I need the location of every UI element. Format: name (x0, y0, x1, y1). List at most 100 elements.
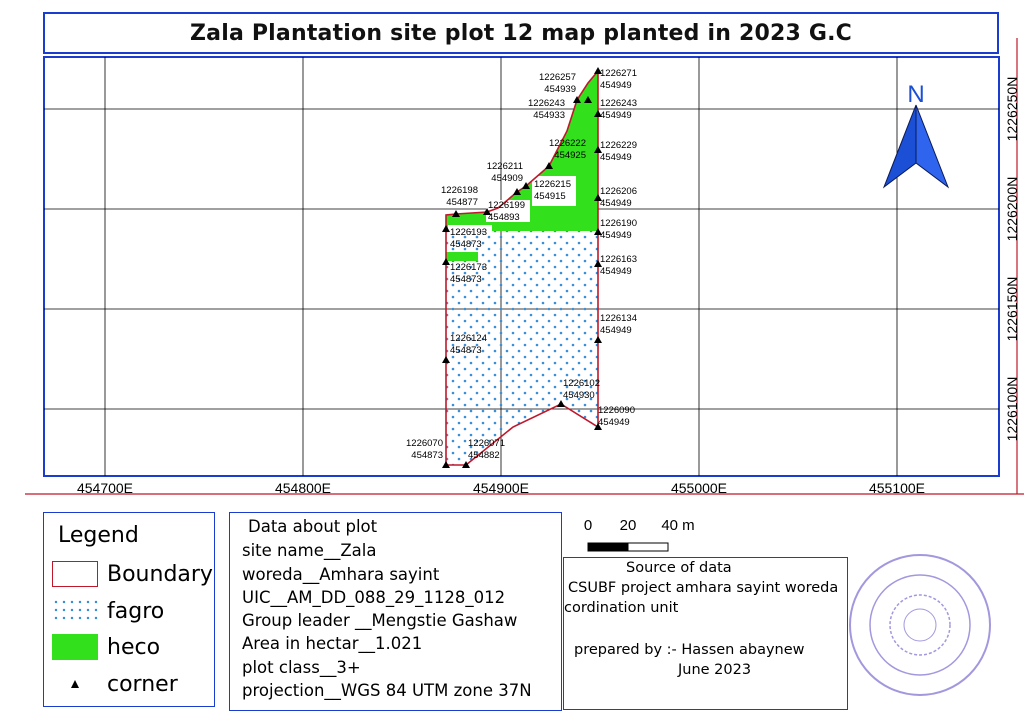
corner-northing-label: 1226198 (441, 185, 478, 196)
corner-easting-label: 454949 (598, 417, 630, 428)
corner-marker (594, 146, 602, 153)
corner-easting-label: 454873 (450, 239, 482, 250)
north-label: N (907, 81, 924, 108)
scale-label: 40 m (661, 517, 694, 534)
corner-northing-label: 1226071 (468, 438, 505, 449)
y-tick-label: 1226250N (1004, 77, 1020, 142)
corner-northing-label: 1226271 (600, 68, 637, 79)
corner-easting-label: 454949 (600, 110, 632, 121)
corner-marker (594, 194, 602, 201)
heco-area-small (446, 252, 478, 261)
corner-marker (594, 228, 602, 235)
corner-northing-label: 1226206 (600, 186, 637, 197)
prepared-by: prepared by :- Hassen abaynew (574, 642, 805, 658)
corner-easting-label: 454877 (446, 197, 478, 208)
corner-northing-label: 1226199 (488, 200, 525, 211)
corner-northing-label: 1226173 (450, 262, 487, 273)
corner-easting-label: 454882 (468, 450, 500, 461)
x-tick-label: 455000E (671, 480, 727, 496)
corner-northing-label: 1226257 (539, 72, 576, 83)
plot-class: plot class__3+ (242, 658, 361, 677)
legend-item-fagro: fagro (52, 598, 164, 624)
corner-marker (594, 260, 602, 267)
corner-marker (442, 258, 450, 265)
corner-easting-label: 454949 (600, 230, 632, 241)
corner-marker (513, 188, 521, 195)
plot-woreda: woreda__Amhara sayint (242, 565, 440, 584)
map-title: Zala Plantation site plot 12 map planted… (190, 20, 852, 46)
legend-label: Boundary (107, 561, 213, 587)
legend-title: Legend (58, 523, 139, 548)
legend-label: heco (107, 634, 161, 660)
corner-markers (442, 67, 602, 468)
corner-easting-label: 454909 (491, 173, 523, 184)
x-tick-labels: 454700E 454800E 454900E 455000E 455100E (77, 480, 925, 496)
corner-marker (442, 356, 450, 363)
plot-group-leader: Group leader __Mengstie Gashaw (242, 611, 518, 630)
corner-northing-label: 1226193 (450, 227, 487, 238)
y-tick-label: 1226200N (1004, 177, 1020, 242)
legend-label: corner (107, 671, 178, 697)
corner-easting-label: 454949 (600, 198, 632, 209)
north-arrow-icon: N (882, 81, 950, 189)
corner-northing-label: 1226090 (598, 405, 635, 416)
heco-swatch (52, 634, 98, 660)
corner-marker (442, 461, 450, 468)
y-tick-label: 1226150N (1004, 277, 1020, 342)
plot-info-heading: Data about plot (248, 517, 378, 536)
fagro-swatch (52, 598, 98, 624)
y-tick-labels: 1226250N 1226200N 1226150N 1226100N (1004, 77, 1020, 442)
x-tick-label: 455100E (869, 480, 925, 496)
corner-northing-label: 1226190 (600, 218, 637, 229)
corner-easting-label: 454930 (563, 390, 595, 401)
legend-item-boundary: Boundary (52, 561, 213, 587)
prepared-date: June 2023 (678, 662, 752, 678)
corner-northing-label: 1226134 (600, 313, 637, 324)
plot-info-panel: Data about plot site name__Zala woreda__… (229, 512, 562, 711)
corner-marker (573, 96, 581, 103)
legend-label: fagro (107, 598, 165, 624)
x-tick-label: 454700E (77, 480, 133, 496)
corner-marker (545, 162, 553, 169)
corner-northing-label: 1226243 (600, 98, 637, 109)
corner-easting-label: 454915 (534, 191, 566, 202)
corner-marker (522, 182, 530, 189)
legend-item-heco: heco (52, 634, 160, 660)
corner-northing-label: 1226163 (600, 254, 637, 265)
source-heading: Source of data (626, 560, 732, 576)
corner-easting-label: 454873 (411, 450, 443, 461)
official-seal-stamp (849, 554, 991, 696)
corner-marker (594, 67, 602, 74)
corner-easting-label: 454949 (600, 325, 632, 336)
corner-easting-label: 454873 (450, 274, 482, 285)
corner-triangle-icon (52, 671, 98, 697)
plot-area: Area in hectar__1.021 (242, 634, 423, 653)
plot-projection: projection__WGS 84 UTM zone 37N (242, 681, 532, 700)
plot-uic: UIC__AM_DD_088_29_1128_012 (242, 588, 506, 607)
scale-label: 20 (620, 517, 637, 534)
x-tick-label: 454800E (275, 480, 331, 496)
corner-labels: 1226271454949122625745493912262434549331… (406, 68, 637, 461)
corner-easting-label: 454893 (488, 212, 520, 223)
fagro-area (446, 231, 598, 465)
corner-marker (483, 208, 491, 215)
corner-northing-label: 1226229 (600, 140, 637, 151)
corner-easting-label: 454939 (544, 84, 576, 95)
source-line-1: CSUBF project amhara sayint woreda (568, 580, 839, 596)
legend-panel: Legend Boundary fagro heco corner (43, 512, 215, 707)
scale-bar: 0 20 40 m (584, 517, 695, 552)
corner-easting-label: 454873 (450, 345, 482, 356)
map-title-box: Zala Plantation site plot 12 map planted… (43, 12, 999, 54)
corner-easting-label: 454925 (554, 150, 586, 161)
corner-northing-label: 1226211 (487, 161, 523, 172)
corner-marker (594, 423, 602, 430)
corner-easting-label: 454949 (600, 152, 632, 163)
corner-northing-label: 1226243 (528, 98, 565, 109)
corner-marker (594, 336, 602, 343)
corner-marker (584, 96, 592, 103)
source-panel: Source of data CSUBF project amhara sayi… (563, 557, 848, 710)
scale-label: 0 (584, 517, 592, 534)
boundary-swatch (52, 561, 98, 587)
corner-marker (462, 461, 470, 468)
corner-marker (442, 225, 450, 232)
